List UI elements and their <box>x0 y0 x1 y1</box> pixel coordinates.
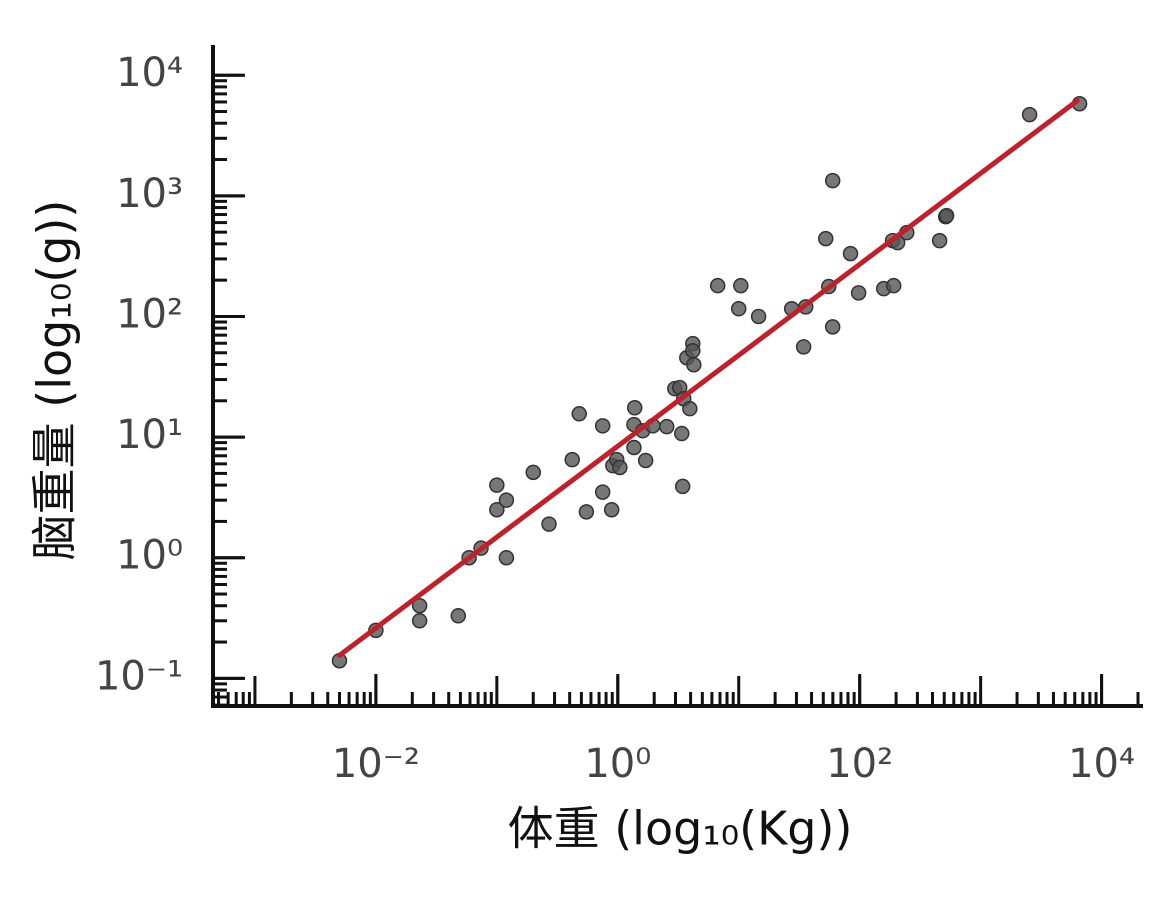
x-axis-title: 体重 (log₁₀(Kg)) <box>508 802 853 856</box>
point <box>411 613 428 629</box>
point <box>489 477 505 493</box>
x-tick-label: 10⁻² <box>332 741 420 787</box>
point <box>626 439 642 456</box>
point <box>682 400 698 417</box>
point <box>850 285 867 301</box>
point <box>525 464 542 481</box>
point <box>938 207 955 224</box>
point <box>450 608 467 624</box>
y-tick-label: 10² <box>116 291 183 337</box>
y-tick-label: 10³ <box>116 171 183 217</box>
point <box>885 277 902 294</box>
fit-line <box>336 98 1080 658</box>
y-tick-label: 10⁰ <box>116 533 183 579</box>
point <box>626 400 643 416</box>
point <box>578 504 595 520</box>
point <box>498 549 515 566</box>
point <box>571 406 587 422</box>
point <box>564 451 580 468</box>
y-tick-label: 10⁴ <box>116 50 183 96</box>
point <box>817 230 834 247</box>
point <box>541 516 557 532</box>
point <box>824 172 841 189</box>
point <box>733 277 749 294</box>
point <box>659 418 675 435</box>
point <box>411 597 428 614</box>
point <box>674 478 691 495</box>
point <box>674 425 690 442</box>
point <box>750 308 767 325</box>
y-tick-label: 10¹ <box>116 412 183 458</box>
point <box>612 459 628 476</box>
point <box>603 501 620 518</box>
y-tick-label: 10⁻¹ <box>95 653 183 699</box>
point <box>637 452 654 469</box>
point <box>709 277 726 294</box>
point <box>795 339 812 355</box>
point <box>498 492 515 508</box>
point <box>1021 106 1038 123</box>
x-tick-label: 10⁴ <box>1068 741 1135 787</box>
point <box>824 319 841 335</box>
y-axis-title: 脑重量 (log₁₀(g)) <box>28 200 82 561</box>
point <box>685 342 701 359</box>
x-tick-label: 10² <box>826 741 893 787</box>
point <box>931 232 948 249</box>
point <box>842 245 859 262</box>
point <box>686 356 702 373</box>
point <box>594 418 611 434</box>
point <box>594 484 611 500</box>
point <box>489 501 505 518</box>
x-tick-label: 10⁰ <box>584 741 651 787</box>
point <box>730 300 747 317</box>
